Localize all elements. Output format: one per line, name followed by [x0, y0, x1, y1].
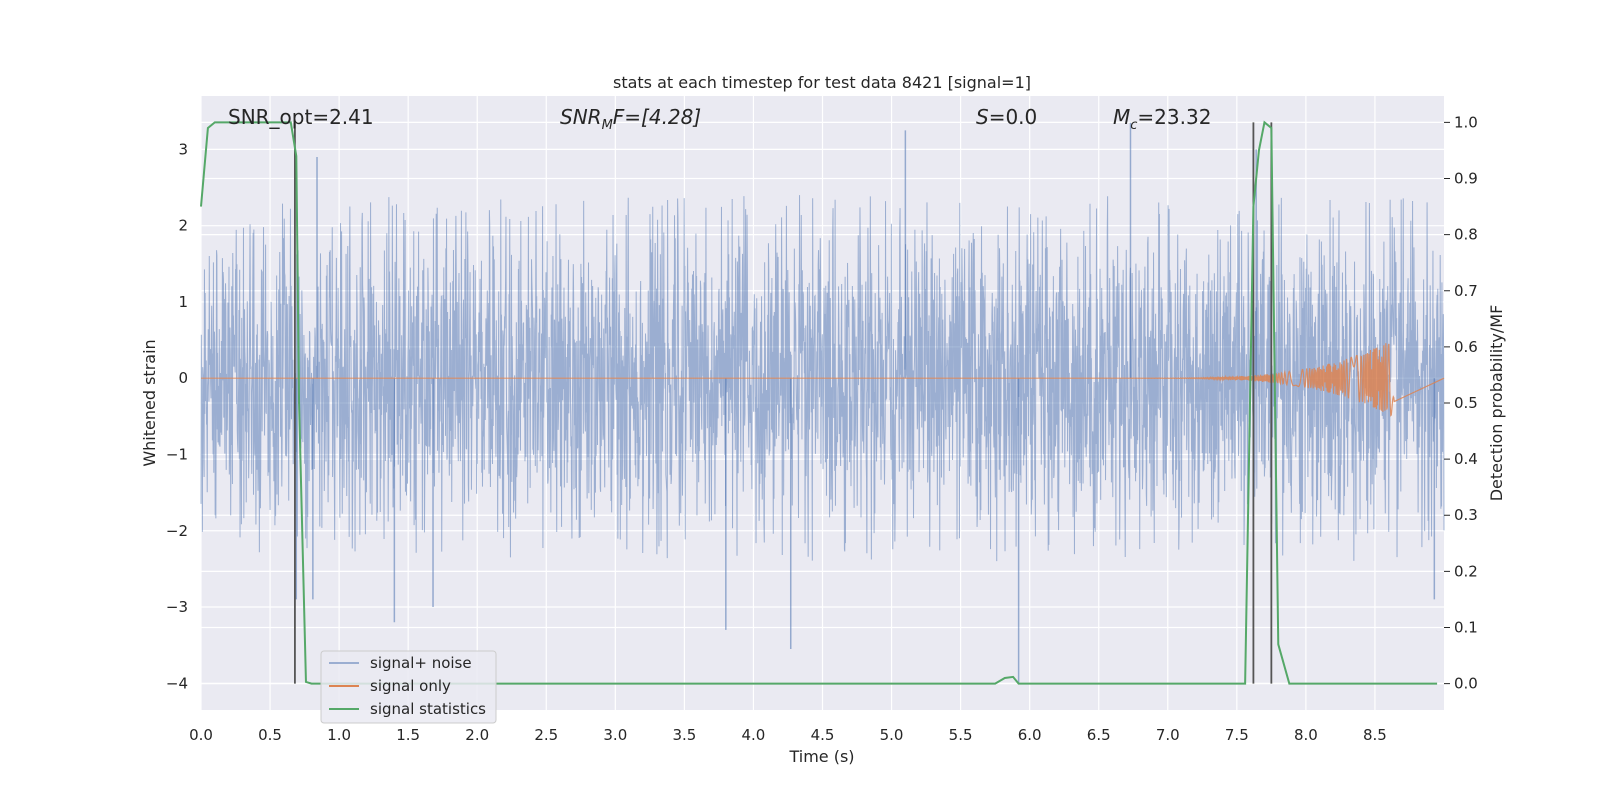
x-tick-label: 5.0 [880, 726, 904, 744]
y-right-tick-label: 1.0 [1454, 113, 1478, 131]
legend: signal+ noise signal only signal statist… [320, 650, 497, 724]
y-axis-right-label: Detection probability/MF [1487, 305, 1506, 502]
noise-line [200, 195, 1445, 562]
x-tick-label: 0.5 [258, 726, 282, 744]
y-left-tick-label: −3 [166, 598, 188, 616]
y-right-tick-label: 0.7 [1454, 282, 1478, 300]
y-left-tick-label: 3 [178, 140, 188, 158]
x-tick-label: 1.0 [327, 726, 351, 744]
signal-line [201, 343, 1445, 417]
x-tick-label: 5.5 [949, 726, 973, 744]
x-tick-label: 4.5 [811, 726, 835, 744]
legend-box [320, 650, 497, 724]
y-left-tick-label: −2 [166, 522, 188, 540]
y-axis-right: 0.0 0.1 0.2 0.3 0.4 0.5 0.6 0.7 0.8 0.9 1.0 [1444, 113, 1478, 693]
x-tick-label: 1.5 [396, 726, 420, 744]
y-left-tick-label: −4 [166, 674, 188, 692]
y-right-tick-label: 0.0 [1454, 675, 1478, 693]
y-right-tick-label: 0.1 [1454, 618, 1478, 636]
y-left-tick-label: −1 [166, 445, 188, 463]
annotation-snr-opt: SNR_opt=2.41 [228, 105, 374, 129]
annotation-mc: Mc=23.32 [1113, 105, 1211, 133]
annotation-s: S=0.0 [976, 105, 1037, 129]
y-right-tick-label: 0.5 [1454, 394, 1478, 412]
noise-series [200, 122, 1445, 684]
y-right-tick-label: 0.9 [1454, 170, 1478, 188]
y-right-tick-label: 0.3 [1454, 506, 1478, 524]
annotation-snr-mf: SNRMF=[4.28] [560, 105, 701, 133]
signal-series [201, 343, 1445, 417]
x-tick-label: 7.5 [1225, 726, 1249, 744]
x-tick-label: 3.5 [672, 726, 696, 744]
x-tick-label: 6.5 [1087, 726, 1111, 744]
legend-label-signal: signal only [370, 677, 451, 695]
x-tick-label: 2.5 [534, 726, 558, 744]
x-tick-label: 0.0 [189, 726, 213, 744]
x-tick-label: 3.0 [603, 726, 627, 744]
x-axis-label: Time (s) [788, 747, 854, 766]
stats-series [200, 120, 1438, 685]
x-tick-label: 8.5 [1363, 726, 1387, 744]
x-axis: 0.0 0.5 1.0 1.5 2.0 2.5 3.0 3.5 4.0 4.5 5.0 5.5 6.0 6… [189, 726, 1387, 744]
y-axis-left: −4 −3 −2 −1 0 1 2 3 [166, 140, 188, 692]
y-right-tick-label: 0.2 [1454, 562, 1478, 580]
legend-label-noise: signal+ noise [370, 654, 472, 672]
y-left-tick-label: 2 [178, 217, 188, 235]
x-tick-label: 7.0 [1156, 726, 1180, 744]
x-tick-label: 6.0 [1018, 726, 1042, 744]
y-right-tick-label: 0.8 [1454, 226, 1478, 244]
chart-title: stats at each timestep for test data 842… [613, 73, 1031, 92]
x-tick-label: 8.0 [1294, 726, 1318, 744]
legend-label-stats: signal statistics [370, 700, 486, 718]
y-right-tick-label: 0.4 [1454, 450, 1478, 468]
stats-line [200, 120, 1438, 685]
x-tick-label: 2.0 [465, 726, 489, 744]
x-tick-label: 4.0 [742, 726, 766, 744]
y-right-tick-label: 0.6 [1454, 338, 1478, 356]
y-left-tick-label: 1 [178, 293, 188, 311]
y-axis-left-label: Whitened strain [140, 339, 159, 466]
y-left-tick-label: 0 [178, 369, 188, 387]
